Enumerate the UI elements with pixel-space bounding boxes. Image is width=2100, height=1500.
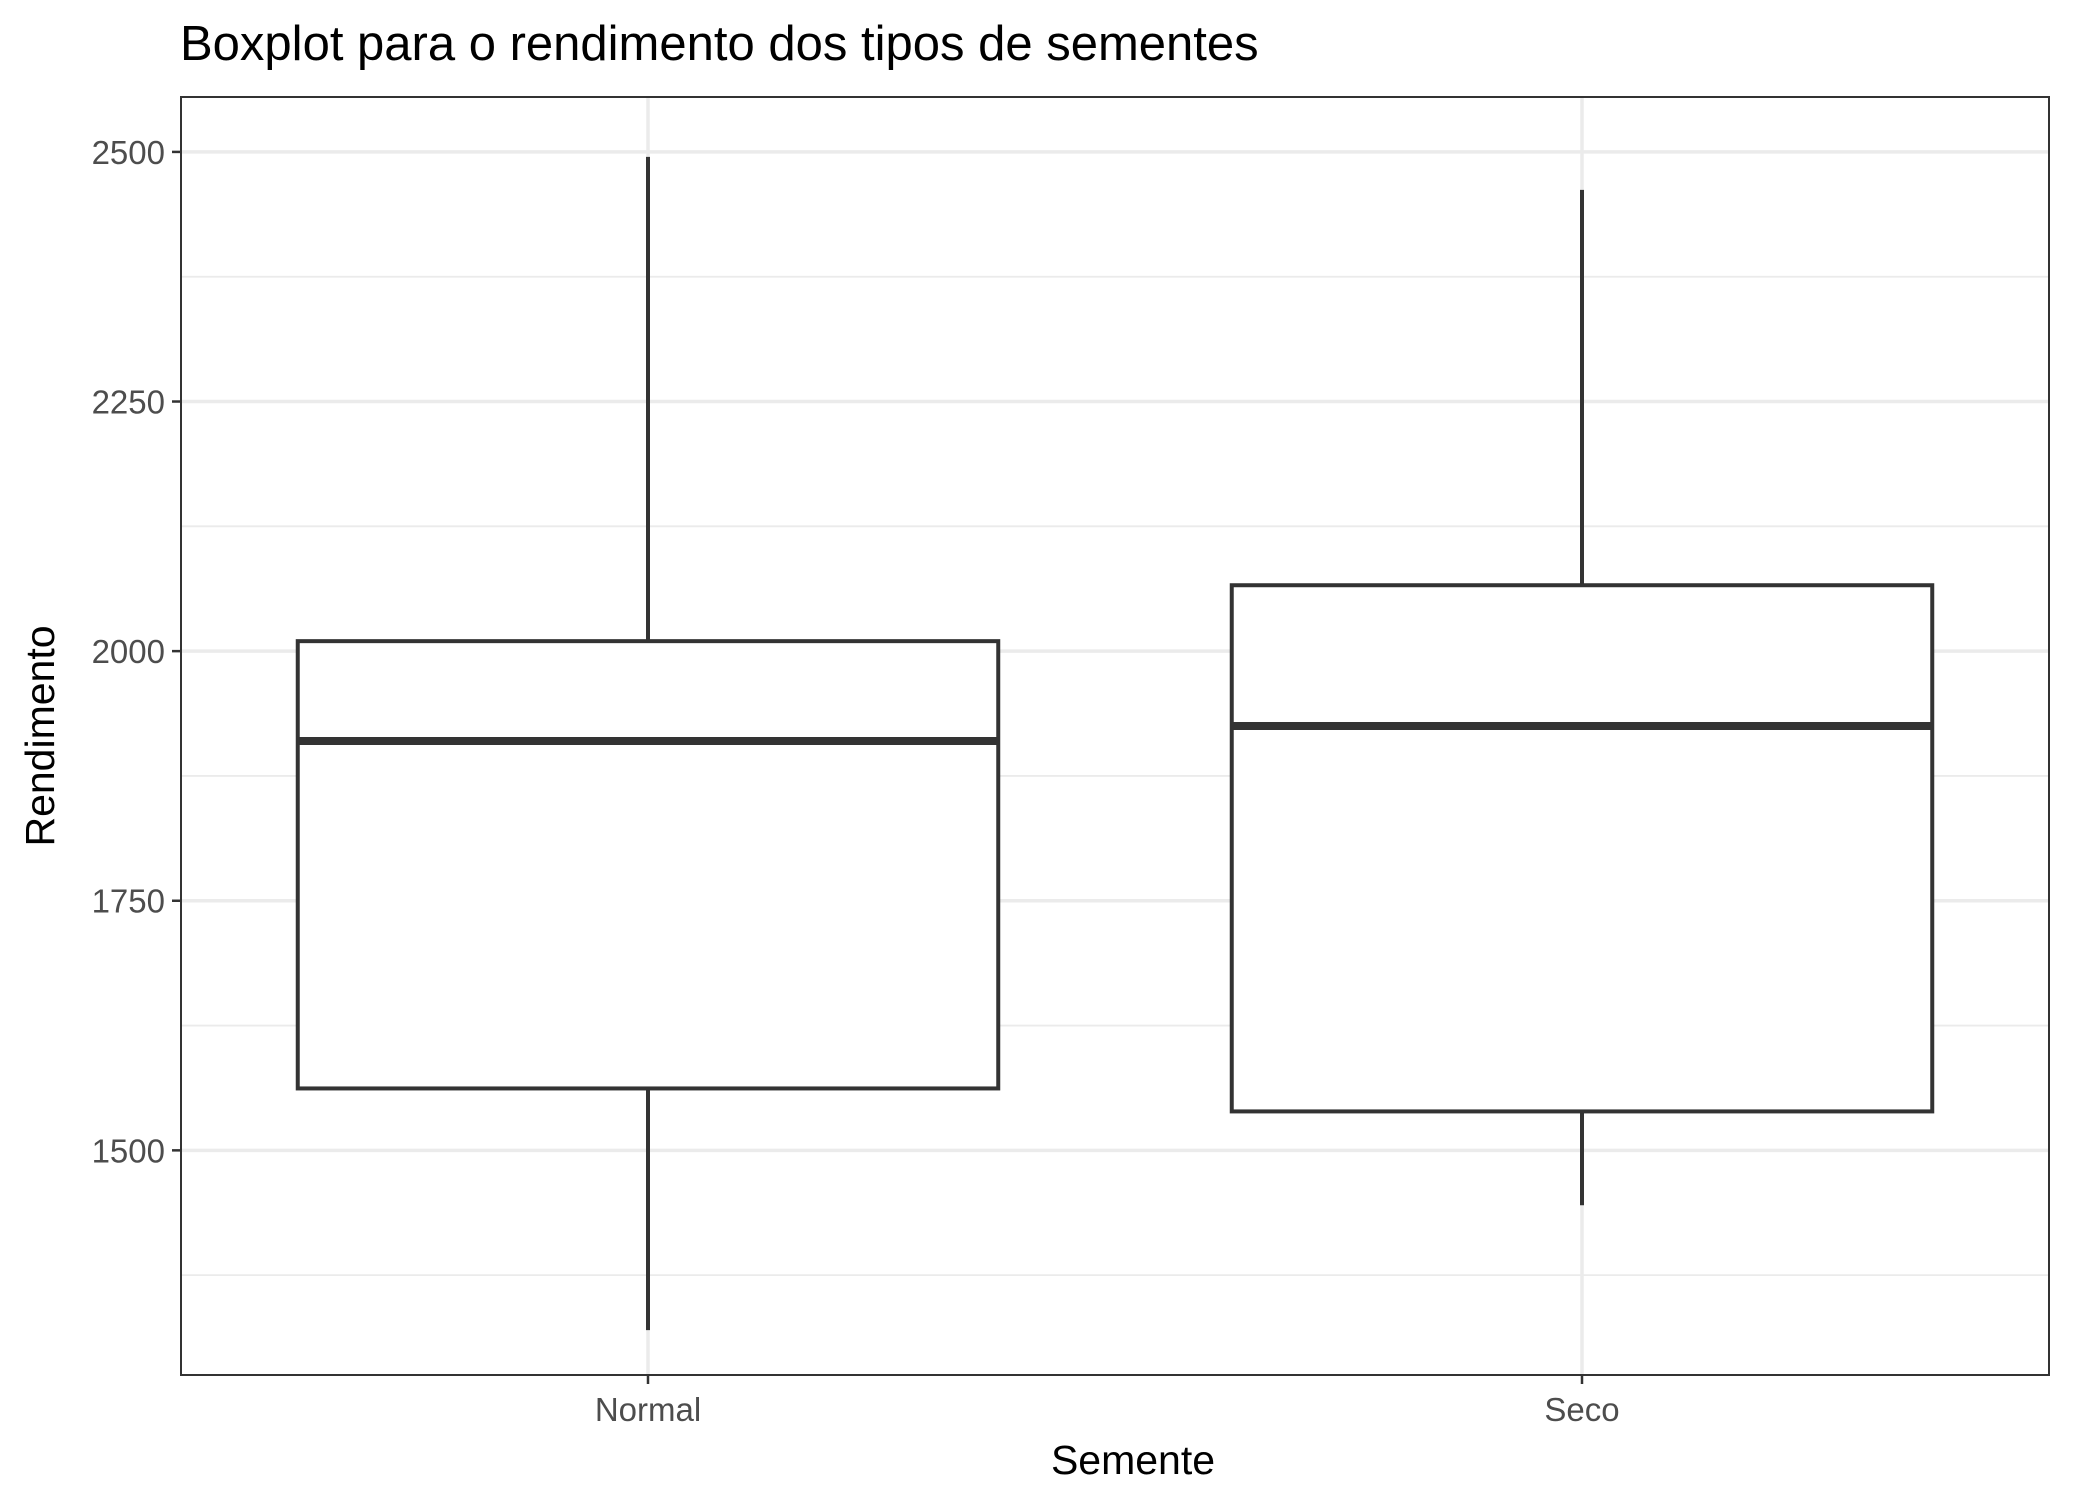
axes: 1500 1750 2000 2250 2500 Normal Seco	[92, 134, 1620, 1428]
y-axis-title: Rendimento	[17, 625, 63, 846]
interquartile-box	[1229, 583, 1935, 1114]
x-tick-label: Normal	[595, 1391, 701, 1428]
y-tick-label: 1500	[92, 1132, 165, 1169]
x-axis-title: Semente	[1051, 1437, 1215, 1483]
chart-title: Boxplot para o rendimento dos tipos de s…	[180, 17, 1259, 71]
y-tick-label: 2500	[92, 134, 165, 171]
y-tick-label: 2250	[92, 384, 165, 421]
x-tick-label: Seco	[1544, 1391, 1619, 1428]
y-tick-label: 1750	[92, 883, 165, 920]
box-seco	[1229, 189, 1935, 1206]
y-tick-label: 2000	[92, 633, 165, 670]
plot-panel-border	[180, 96, 2050, 1376]
interquartile-box	[295, 639, 1001, 1091]
boxes	[295, 156, 1935, 1331]
box-normal	[295, 156, 1001, 1331]
